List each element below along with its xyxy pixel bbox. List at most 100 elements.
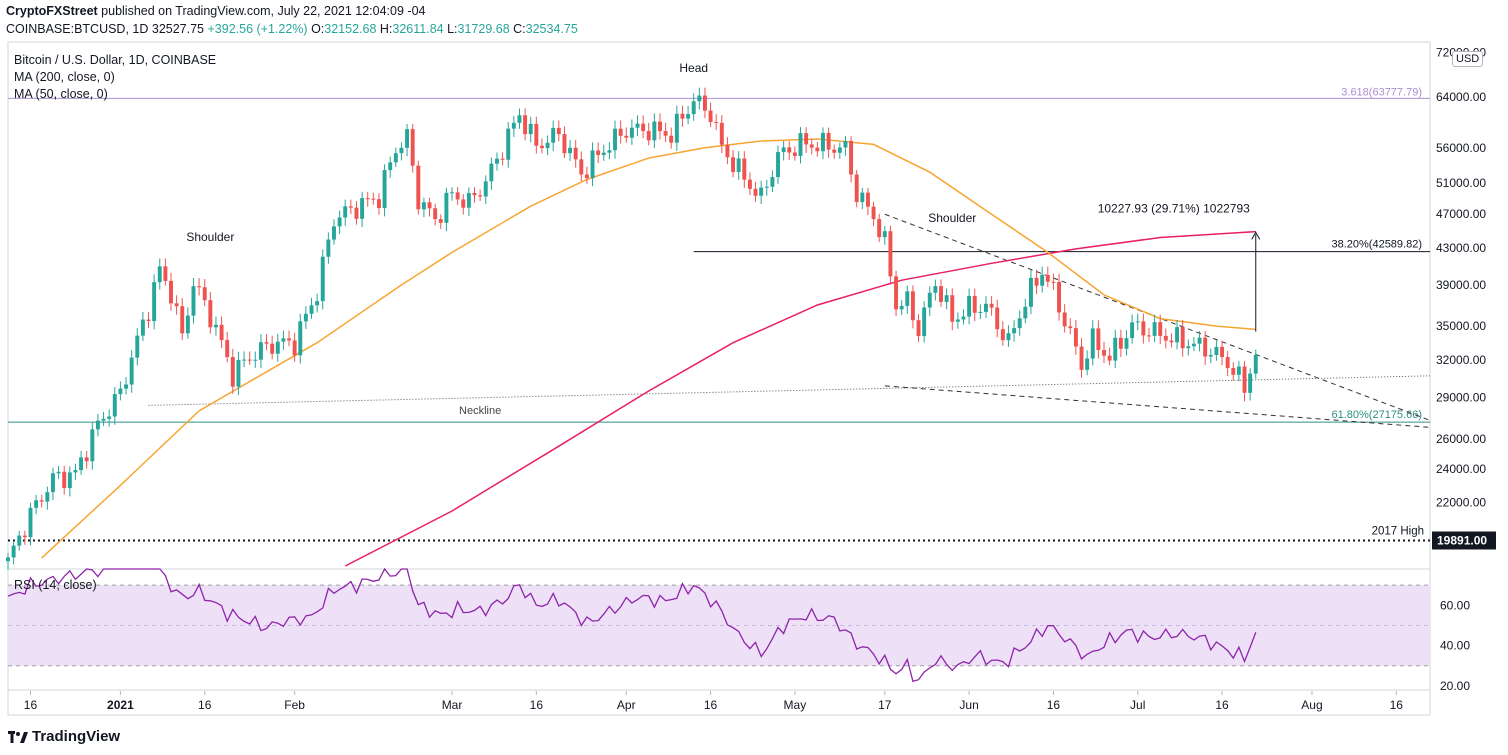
candle-body: [545, 142, 550, 149]
open-label: O:: [311, 22, 325, 36]
candles-group: [6, 87, 1258, 570]
candle-body: [320, 256, 325, 302]
candle-body: [922, 307, 927, 337]
candle-body: [22, 535, 27, 538]
fib-618-label: 61.80%(27175.66): [1331, 409, 1422, 421]
candle-body: [1186, 346, 1191, 349]
candle-body: [882, 231, 887, 238]
candle-body: [337, 217, 342, 227]
low-label: L:: [447, 22, 458, 36]
candle-body: [601, 152, 606, 156]
candle-body: [371, 198, 376, 200]
tradingview-logo-icon: [8, 730, 28, 743]
candle-body: [303, 313, 308, 322]
candle-body: [1079, 346, 1084, 370]
candle-body: [348, 206, 353, 208]
price-tick-label: 29000.00: [1436, 390, 1486, 404]
candle-body: [253, 359, 258, 361]
rsi-tick-label: 60.00: [1440, 598, 1470, 612]
tradingview-logo[interactable]: TradingView: [8, 728, 120, 745]
candle-body: [50, 473, 55, 493]
candle-body: [466, 192, 471, 208]
candle-body: [495, 158, 499, 164]
candle-body: [433, 208, 438, 220]
candle-body: [444, 192, 449, 223]
currency-badge[interactable]: USD: [1452, 51, 1484, 67]
fib-3618-label: 3.618(63777.79): [1341, 86, 1422, 98]
date-tick-label: Mar: [442, 698, 463, 712]
candle-body: [528, 123, 533, 135]
candle-body: [298, 321, 303, 356]
high-2017-badge-text: 19891.00: [1437, 533, 1487, 547]
price-tick-label: 32000.00: [1436, 353, 1486, 367]
candle-body: [39, 500, 44, 502]
date-tick-label: 16: [1390, 698, 1404, 712]
neckline-annotation: Neckline: [459, 405, 501, 417]
legend-rsi[interactable]: RSI (14, close): [14, 578, 97, 592]
legend-ma200[interactable]: MA (200, close, 0): [14, 70, 115, 84]
candle-body: [354, 207, 359, 219]
candle-body: [1040, 274, 1045, 286]
candle-body: [1028, 277, 1033, 307]
candle-body: [764, 186, 769, 188]
date-tick-label: Apr: [617, 698, 636, 712]
candle-body: [899, 305, 904, 310]
publisher-name[interactable]: CryptoFXStreet: [6, 4, 98, 18]
high-label: H:: [379, 22, 393, 36]
candle-body: [719, 122, 724, 145]
candle-body: [978, 311, 983, 313]
low-value: 31729.68: [457, 22, 510, 36]
candle-body: [140, 319, 145, 336]
candle-body: [270, 343, 275, 354]
publish-info: CryptoFXStreet published on TradingView.…: [6, 4, 425, 18]
legend-ma50[interactable]: MA (50, close, 0): [14, 87, 108, 101]
candle-body: [309, 305, 314, 314]
date-tick-label: 2021: [107, 698, 134, 712]
rsi-tick-label: 40.00: [1440, 639, 1470, 653]
plot-frame: [7, 41, 1431, 716]
candle-body: [658, 121, 662, 132]
candle-body: [1197, 337, 1202, 344]
candle-body: [1073, 328, 1078, 347]
left-shoulder-annotation: Shoulder: [186, 230, 234, 244]
candle-body: [910, 291, 915, 321]
price-tick-label: 47000.00: [1436, 207, 1486, 221]
candle-body: [871, 206, 876, 220]
candle-body: [607, 150, 612, 153]
legend-symbol[interactable]: Bitcoin / U.S. Dollar, 1D, COINBASE: [14, 53, 217, 67]
candle-body: [1147, 335, 1151, 337]
candle-body: [1158, 322, 1163, 336]
lower-wedge-trendline: [884, 385, 1431, 428]
date-tick-label: 17: [878, 698, 892, 712]
candle-body: [1220, 346, 1225, 358]
candle-body: [770, 177, 775, 187]
candle-body: [781, 147, 786, 153]
rsi-line: [7, 567, 1257, 683]
candle-body: [702, 95, 707, 111]
candle-body: [1085, 358, 1090, 370]
candle-body: [1107, 355, 1112, 361]
candle-body: [1163, 335, 1168, 341]
candle-body: [62, 471, 67, 489]
candle-body: [287, 338, 291, 341]
candle-body: [1124, 338, 1129, 349]
candle-body: [691, 101, 696, 115]
candle-body: [837, 147, 842, 153]
candle-body: [663, 131, 668, 136]
candle-body: [804, 133, 809, 145]
candle-body: [1175, 327, 1180, 343]
candle-body: [821, 132, 825, 152]
candle-body: [208, 300, 213, 328]
candle-body: [742, 158, 747, 180]
publish-text: published on TradingView.com, July 22, 2…: [101, 4, 426, 18]
rsi-tick-label: 20.00: [1440, 679, 1470, 693]
candle-body: [635, 123, 640, 128]
candle-body: [79, 457, 84, 471]
candle-body: [798, 133, 803, 156]
candle-body: [56, 471, 61, 474]
candle-body: [202, 287, 207, 301]
candle-body: [562, 134, 567, 154]
candle-body: [511, 122, 516, 129]
candle-body: [1017, 318, 1022, 329]
date-tick-label: 16: [530, 698, 544, 712]
